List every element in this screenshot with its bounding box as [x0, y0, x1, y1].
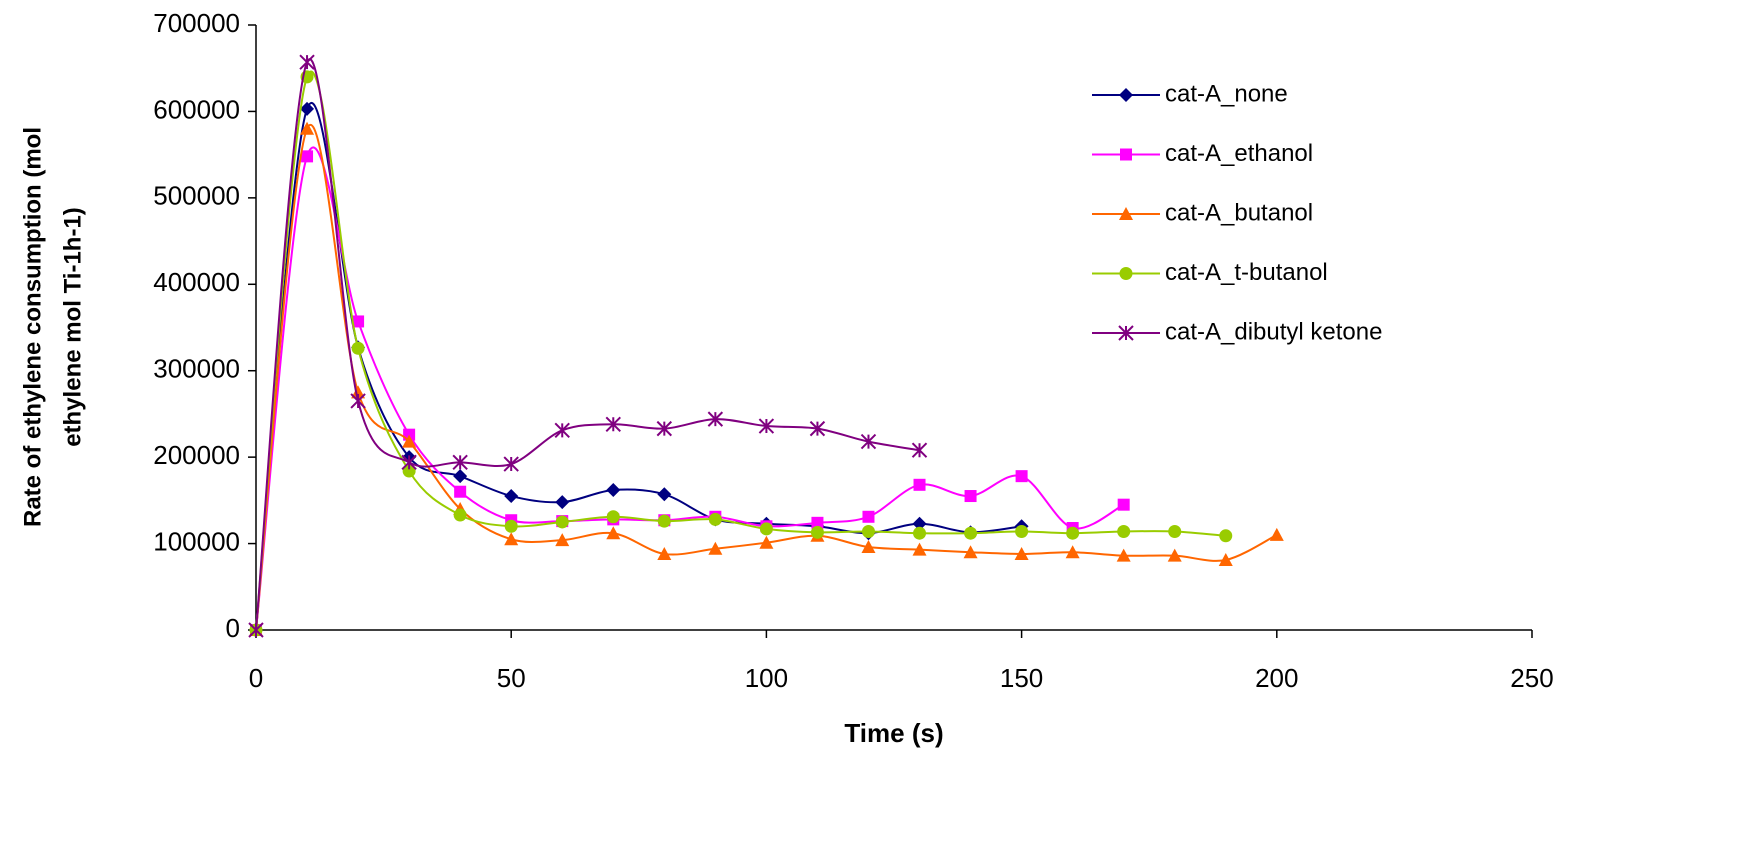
marker — [504, 489, 519, 504]
legend-label: cat-A_none — [1165, 80, 1288, 107]
y-tick-label: 500000 — [153, 181, 240, 211]
marker — [758, 418, 775, 434]
y-tick-label: 300000 — [153, 354, 240, 384]
marker — [809, 420, 826, 437]
legend-marker — [1119, 88, 1133, 102]
marker — [300, 101, 315, 116]
x-tick-label: 250 — [1510, 663, 1553, 693]
marker — [1219, 529, 1233, 543]
marker — [708, 512, 722, 526]
legend-label: cat-A_dibutyl ketone — [1165, 318, 1382, 345]
x-tick-label: 100 — [745, 663, 788, 693]
y-tick-label: 0 — [226, 613, 240, 643]
marker — [606, 510, 620, 524]
marker — [911, 442, 928, 458]
marker — [401, 454, 417, 471]
marker — [402, 464, 416, 478]
marker — [351, 385, 366, 399]
y-tick-label: 600000 — [153, 94, 240, 124]
marker — [862, 510, 875, 523]
x-axis-label: Time (s) — [844, 718, 943, 748]
marker — [860, 433, 877, 450]
marker — [657, 514, 671, 528]
y-tick-label: 100000 — [153, 526, 240, 556]
marker — [1117, 498, 1130, 511]
marker — [402, 434, 417, 448]
marker — [300, 121, 315, 135]
legend-label: cat-A_ethanol — [1165, 140, 1313, 167]
y-axis-label: Rate of ethylene consumption (mol — [19, 127, 46, 527]
legend-marker — [1120, 148, 1132, 161]
marker — [1167, 548, 1182, 562]
marker — [657, 546, 672, 560]
marker — [504, 532, 519, 546]
legend-label: cat-A_t-butanol — [1165, 259, 1328, 286]
legend-marker — [1118, 325, 1134, 341]
marker — [554, 422, 570, 439]
marker — [555, 495, 570, 510]
marker — [1014, 546, 1029, 560]
marker — [913, 478, 926, 491]
marker — [963, 545, 978, 559]
marker — [555, 533, 570, 547]
marker — [1168, 524, 1182, 538]
marker — [1065, 545, 1080, 559]
marker — [1116, 548, 1131, 562]
marker — [1269, 527, 1284, 541]
x-tick-label: 50 — [497, 663, 526, 693]
marker — [912, 542, 927, 556]
marker — [913, 526, 927, 540]
marker — [657, 487, 672, 502]
y-tick-label: 200000 — [153, 440, 240, 470]
marker — [964, 490, 977, 503]
marker — [301, 150, 314, 163]
marker — [759, 535, 774, 549]
series-line — [255, 146, 1125, 631]
marker — [656, 420, 673, 437]
x-tick-label: 200 — [1255, 663, 1298, 693]
marker — [352, 315, 365, 328]
marker — [452, 454, 468, 471]
marker — [1015, 524, 1029, 538]
marker — [454, 485, 467, 498]
marker — [861, 540, 876, 554]
marker — [1117, 524, 1131, 538]
legend-label: cat-A_butanol — [1165, 199, 1313, 226]
marker — [912, 516, 927, 531]
marker — [555, 515, 569, 529]
marker — [606, 482, 621, 497]
marker — [248, 622, 264, 638]
legend-marker — [1119, 267, 1133, 280]
x-tick-label: 150 — [1000, 663, 1043, 693]
marker — [964, 526, 978, 540]
marker — [606, 526, 621, 540]
marker — [708, 541, 723, 555]
y-tick-label: 700000 — [153, 8, 240, 38]
marker — [351, 341, 365, 355]
y-axis-label: ethylene mol Ti-1h-1) — [59, 207, 86, 447]
marker — [759, 522, 773, 536]
marker — [1066, 526, 1080, 540]
y-tick-label: 400000 — [153, 267, 240, 297]
marker — [1015, 470, 1028, 483]
marker — [299, 54, 315, 70]
marker — [504, 519, 518, 533]
marker — [605, 416, 621, 433]
marker — [810, 525, 824, 539]
marker — [811, 516, 824, 529]
legend-marker — [1119, 207, 1133, 220]
x-tick-label: 0 — [249, 663, 263, 693]
marker — [503, 456, 519, 472]
marker — [350, 393, 366, 409]
marker — [1218, 552, 1233, 566]
marker — [861, 524, 875, 538]
marker — [453, 469, 468, 484]
marker — [453, 508, 467, 522]
series-line — [255, 102, 1022, 631]
marker — [707, 411, 724, 427]
